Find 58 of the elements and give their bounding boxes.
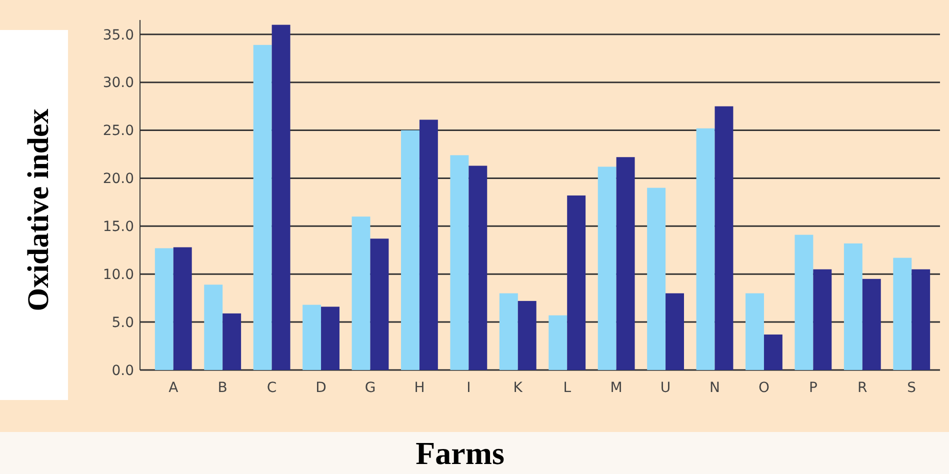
x-tick-label: K — [513, 380, 524, 396]
x-tick-label: M — [610, 380, 622, 396]
x-tick-label: U — [660, 380, 671, 396]
bar — [746, 293, 764, 370]
bar — [647, 188, 666, 370]
y-tick-label: 15.0 — [102, 219, 134, 236]
bar — [499, 293, 518, 370]
bar — [598, 166, 616, 370]
bar — [893, 258, 912, 370]
x-tick-label: C — [266, 380, 277, 396]
x-tick-label: O — [758, 380, 770, 396]
x-tick-label: G — [364, 380, 376, 396]
bar — [173, 247, 192, 370]
x-tick-label: D — [316, 380, 326, 396]
bar — [616, 157, 635, 370]
x-tick-label: N — [710, 380, 720, 396]
bar — [518, 300, 536, 370]
bar — [419, 120, 438, 370]
y-tick-label: 10.0 — [102, 267, 134, 284]
bar — [272, 24, 290, 370]
y-tick-label: 30.0 — [102, 75, 134, 92]
bar — [401, 130, 420, 370]
y-tick-label: 20.0 — [102, 171, 134, 188]
x-tick-label: B — [218, 380, 228, 396]
bar — [764, 334, 782, 370]
bar — [352, 216, 370, 370]
bar — [468, 166, 488, 370]
bar — [302, 304, 322, 370]
y-tick-label: 0.0 — [112, 362, 134, 379]
x-axis-title: Farms — [416, 435, 504, 471]
x-tick-label: H — [414, 380, 425, 396]
bar — [222, 313, 242, 370]
bar — [253, 44, 272, 370]
y-axis-title: Oxidative index — [22, 108, 55, 312]
bar — [862, 278, 881, 370]
bar — [912, 269, 930, 370]
bar — [567, 195, 586, 370]
bar — [714, 106, 734, 370]
bar — [794, 234, 814, 370]
bar — [844, 243, 862, 370]
x-tick-label: L — [563, 380, 572, 396]
bar — [813, 269, 832, 370]
y-tick-label: 5.0 — [112, 314, 134, 331]
bar — [450, 155, 469, 370]
x-tick-label: A — [168, 380, 179, 396]
y-tick-label: 25.0 — [102, 123, 134, 140]
bar — [370, 238, 389, 370]
bar — [696, 128, 715, 370]
y-tick-label: 35.0 — [102, 27, 134, 44]
bar — [666, 293, 684, 370]
bar — [154, 248, 174, 370]
bar — [204, 284, 223, 370]
bar — [321, 306, 340, 370]
x-tick-label: P — [808, 380, 818, 396]
x-tick-label: I — [466, 380, 471, 396]
bar — [548, 315, 568, 370]
x-tick-label: S — [907, 380, 916, 396]
x-tick-label: R — [858, 380, 868, 396]
